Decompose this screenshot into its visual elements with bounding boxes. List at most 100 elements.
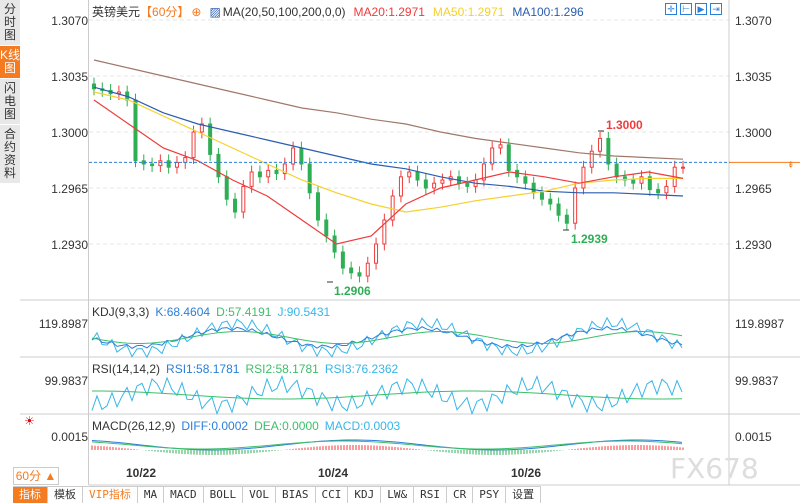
- sidebar-tab-flash[interactable]: 闪电图: [0, 79, 20, 125]
- candle: [407, 171, 412, 178]
- candle: [664, 185, 669, 194]
- candle: [589, 150, 594, 168]
- candle: [241, 185, 246, 213]
- period-select[interactable]: 60分 ▲: [13, 467, 59, 485]
- kdj-header: KDJ(9,3,3) K:68.4604 D:57.4191 J:90.5431: [92, 305, 336, 319]
- candle: [291, 147, 296, 165]
- tab-boll[interactable]: BOLL: [204, 487, 244, 503]
- candle: [249, 171, 254, 187]
- tab-rsi[interactable]: RSI: [414, 487, 447, 503]
- candle: [564, 214, 569, 224]
- candle: [183, 157, 188, 163]
- tab-bias[interactable]: BIAS: [276, 487, 316, 503]
- sidebar-tab-timeshare[interactable]: 分时图: [0, 0, 20, 46]
- sidebar-tab-contract[interactable]: 合约资料: [0, 125, 20, 184]
- crosshair-icon[interactable]: ✛: [665, 3, 677, 15]
- tab-kdj[interactable]: KDJ: [348, 487, 382, 503]
- candle: [266, 169, 271, 178]
- candle: [191, 131, 196, 159]
- low-annotation: 1.2906: [334, 284, 371, 298]
- candle: [606, 137, 611, 165]
- add-icon[interactable]: ⊕: [191, 5, 202, 19]
- candle: [639, 176, 644, 184]
- candle: [307, 163, 312, 194]
- price-label-left: 1.2965: [51, 182, 88, 196]
- kdj-d: D:57.4191: [216, 305, 272, 319]
- price-label-left: 1.3035: [51, 70, 88, 84]
- macd-header: MACD(26,12,9) DIFF:0.0002 DEA:0.0000 MACD:0…: [92, 419, 406, 433]
- price-label-left: 1.2930: [51, 238, 88, 252]
- candle: [440, 179, 445, 184]
- candle: [299, 147, 304, 165]
- current-price-arrow: ⇟: [787, 159, 795, 169]
- tab-macd[interactable]: MACD: [164, 487, 204, 503]
- candle: [498, 144, 503, 149]
- price-label-left: 1.3070: [51, 14, 88, 28]
- candle: [548, 198, 553, 205]
- tab-templates[interactable]: 模板: [48, 487, 83, 503]
- candle: [199, 123, 204, 133]
- price-label-right: 1.2930: [735, 238, 772, 252]
- sidebar-tab-kline[interactable]: K线图: [0, 46, 20, 79]
- date-label: 10/24: [318, 466, 349, 480]
- candle: [598, 137, 603, 152]
- ma-def: MA(20,50,100,200,0,0): [222, 5, 346, 19]
- price-label-right: 1.3035: [735, 70, 772, 84]
- ma200-line: [93, 59, 684, 160]
- price-label-right: 1.3070: [735, 14, 772, 28]
- chart-header: 英镑美元【60分】 ⊕ ▨ MA(20,50,100,200,0,0) MA20:1.2…: [92, 3, 592, 20]
- rsi1: RSI1:58.1781: [166, 362, 240, 376]
- candle: [398, 176, 403, 197]
- rsi-header: RSI(14,14,2) RSI1:58.1781 RSI2:58.1781 RSI3…: [92, 362, 404, 376]
- tab-vol[interactable]: VOL: [243, 487, 276, 503]
- candle: [166, 160, 171, 168]
- candle: [174, 161, 179, 168]
- ma-chart-icon[interactable]: ▨: [209, 5, 221, 19]
- macd-dea: DEA:0.0000: [254, 419, 319, 433]
- candle: [539, 192, 544, 200]
- candle: [374, 243, 379, 264]
- price-label-right: 1.2965: [735, 182, 772, 196]
- candle: [681, 166, 685, 169]
- indicator-tabs: 指标 模板 VIP指标 MA MACD BOLL VOL BIAS CCI KD…: [13, 486, 542, 503]
- candle: [158, 160, 163, 167]
- macd-title: MACD(26,12,9): [92, 419, 176, 433]
- tab-indicators[interactable]: 指标: [13, 487, 48, 503]
- candle: [490, 147, 495, 165]
- kdj-j: J:90.5431: [277, 305, 331, 319]
- tab-cci[interactable]: CCI: [316, 487, 349, 503]
- kdj-k-line: [91, 325, 683, 349]
- candle: [382, 219, 387, 245]
- rsi1-line: [91, 374, 683, 416]
- candle: [357, 272, 362, 277]
- ma20-value: MA20:1.2971: [353, 5, 425, 19]
- kdj-d-line: [91, 331, 683, 344]
- watermark: FX678: [670, 452, 759, 485]
- tab-settings[interactable]: 设置: [506, 487, 542, 503]
- zoom-in-icon[interactable]: ⊢: [680, 3, 692, 15]
- kdj-k: K:68.4604: [155, 305, 211, 319]
- settings-icon[interactable]: ☀: [24, 414, 35, 428]
- tab-cr[interactable]: CR: [447, 487, 474, 503]
- tab-ma[interactable]: MA: [138, 487, 165, 503]
- high-annotation: 1.3000: [606, 118, 643, 132]
- macd-axis-right: 0.0015: [735, 430, 772, 444]
- rsi-title: RSI(14,14,2): [92, 362, 161, 376]
- macd-diff: DIFF:0.0002: [181, 419, 249, 433]
- candle: [315, 192, 320, 221]
- period-label: 【60分】: [140, 5, 190, 19]
- zoom-out-icon[interactable]: ▶: [695, 3, 707, 15]
- axis-divider: [88, 0, 89, 485]
- candle: [150, 163, 155, 167]
- tab-psy[interactable]: PSY: [473, 487, 507, 503]
- candle: [415, 171, 420, 181]
- candle: [531, 182, 536, 194]
- price-label-left: 1.3000: [51, 126, 88, 140]
- tab-vip[interactable]: VIP指标: [83, 487, 138, 503]
- rsi-axis-left: 99.9837: [44, 374, 88, 388]
- candle: [224, 176, 229, 200]
- ma100-value: MA100:1.296: [512, 5, 584, 19]
- scroll-right-icon[interactable]: ⇥: [710, 3, 722, 15]
- tab-lw[interactable]: LW&: [381, 487, 415, 503]
